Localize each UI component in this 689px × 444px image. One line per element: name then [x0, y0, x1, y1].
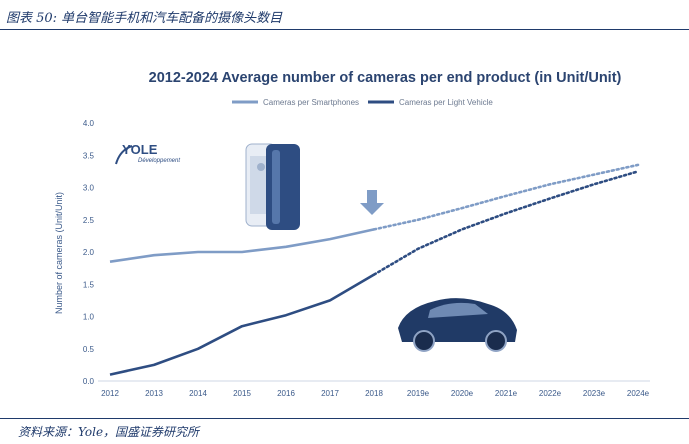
series-layer [109, 163, 640, 376]
logo-name: YOLE [122, 142, 158, 157]
x-tick-label: 2021e [495, 389, 518, 398]
y-tick-label: 3.0 [83, 184, 95, 193]
y-tick-label: 0.0 [83, 377, 95, 386]
x-tick-label: 2016 [277, 389, 295, 398]
x-tick-label: 2013 [145, 389, 163, 398]
x-tick-label: 2023e [583, 389, 606, 398]
yole-logo: YOLE Développement [115, 142, 180, 165]
x-tick-label: 2024e [627, 389, 650, 398]
y-axis-label: Number of cameras (Unit/Unit) [54, 192, 64, 314]
x-tick-label: 2017 [321, 389, 339, 398]
y-tick-label: 1.0 [83, 313, 95, 322]
phone-blue [266, 144, 300, 230]
car-wheel-rear [485, 330, 507, 352]
series-line-light-vehicle-actual [109, 273, 375, 376]
apple-logo-icon [257, 163, 265, 171]
logo-tagline: Développement [138, 158, 180, 164]
x-tick-label: 2020e [451, 389, 474, 398]
figure-source: 资料来源：Yole，国盛证券研究所 [18, 425, 200, 439]
y-axis: 0.0 0.5 1.0 1.5 2.0 2.5 3.0 3.5 4.0 [83, 119, 95, 386]
chart-frame: 2012-2024 Average number of cameras per … [10, 38, 678, 413]
chart-title: 2012-2024 Average number of cameras per … [149, 70, 622, 86]
y-tick-label: 2.0 [83, 248, 95, 257]
legend-label-light-vehicle: Cameras per Light Vehicle [399, 98, 493, 107]
smartphone-illustration [245, 143, 300, 230]
figure-footer: 资料来源：Yole，国盛证券研究所 [0, 418, 689, 444]
figure-caption: 图表 50: 单台智能手机和汽车配备的摄像头数目 [6, 11, 283, 26]
x-tick-label: 2014 [189, 389, 207, 398]
x-tick-label: 2022e [539, 389, 562, 398]
x-tick-label: 2018 [365, 389, 383, 398]
legend: Cameras per Smartphones Cameras per Ligh… [232, 98, 493, 107]
car-wheel-front [413, 330, 435, 352]
figure-header: 图表 50: 单台智能手机和汽车配备的摄像头数目 [0, 0, 689, 30]
y-tick-label: 3.5 [83, 151, 95, 160]
footer-rule [0, 418, 689, 419]
phone-blue-shine [272, 150, 280, 224]
legend-label-smartphones: Cameras per Smartphones [263, 98, 359, 107]
series-line-smartphones-forecast [372, 163, 640, 231]
forecast-arrow-icon [360, 190, 384, 215]
x-axis: 2012 2013 2014 2015 2016 2017 2018 2019e 2020e 20… [101, 389, 650, 398]
yole-swoosh-icon [115, 145, 133, 165]
x-tick-label: 2019e [407, 389, 430, 398]
y-tick-label: 0.5 [83, 345, 95, 354]
y-tick-label: 2.5 [83, 216, 95, 225]
series-line-light-vehicle-forecast [372, 170, 640, 276]
line-chart: 2012-2024 Average number of cameras per … [54, 70, 650, 398]
header-rule [0, 29, 689, 30]
y-tick-label: 1.5 [83, 280, 95, 289]
x-tick-label: 2012 [101, 389, 119, 398]
y-tick-label: 4.0 [83, 119, 95, 128]
car-illustration [398, 298, 517, 352]
car-windows [428, 302, 488, 318]
x-tick-label: 2015 [233, 389, 251, 398]
series-line-smartphones-actual [109, 228, 375, 263]
